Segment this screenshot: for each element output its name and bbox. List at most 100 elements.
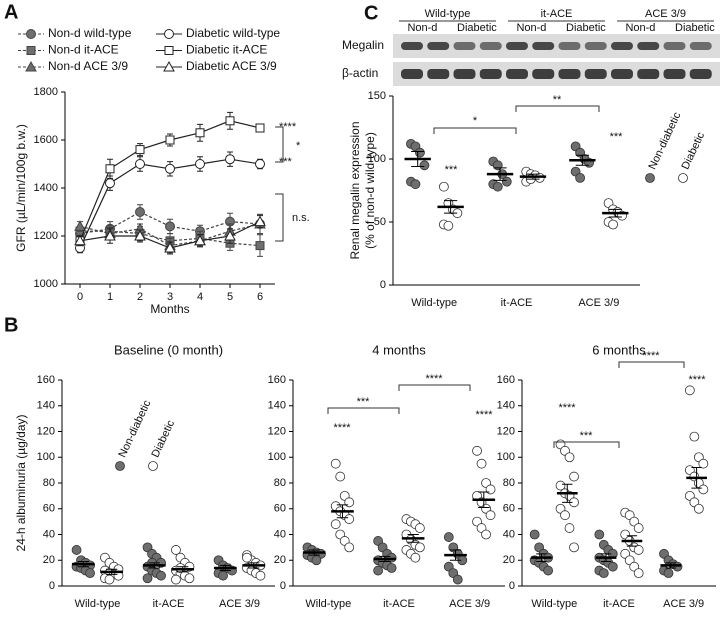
blot-row-label: Megalin [342,38,384,52]
y-axis-label: GFR (µL/min/100g b.w.) [14,124,28,252]
data-point [560,510,570,521]
legend-label: Non-diabetic [116,398,153,459]
blot-band [689,69,712,79]
data-point [663,568,674,579]
bracket [398,384,471,391]
annotation: **** [475,409,493,421]
chart-title: Baseline (0 month) [114,342,223,357]
data-point [543,565,554,576]
error-bar [449,549,462,561]
data-point [608,219,618,230]
data-point [335,471,346,482]
point [135,145,145,155]
y-tick-label: 160 [497,374,515,386]
y-tick-label: 100 [497,451,515,463]
y-tick-label: 40 [274,528,286,540]
error-bar [626,535,638,547]
y-tick-label: 0 [509,580,515,592]
data-point [255,570,266,581]
x-tick-label: ACE 3/9 [663,598,704,610]
error-bar [308,549,320,556]
data-point [698,484,709,495]
data-point [633,545,644,555]
y-tick-label: 1000 [34,278,58,290]
data-point [156,570,166,581]
blot-band [558,69,581,79]
bracket [553,441,620,448]
y-tick-label: 80 [503,477,515,489]
point [255,159,265,169]
data-point [594,529,605,540]
annotation: *** [279,156,293,168]
y-tick-label: 150 [368,90,386,102]
y-tick-label: 0 [380,279,386,291]
blot-group-label: it-ACE [541,8,573,20]
data-point [171,545,181,555]
data-point [598,568,609,579]
error-bar [665,562,676,569]
data-point [452,574,463,585]
data-point [410,179,421,190]
error-bar [219,564,231,572]
bracket [433,127,517,134]
annotation: **** [642,350,660,362]
blot-band [479,42,502,50]
x-axis-label: Months [150,302,189,316]
bracket [327,407,400,414]
error-bar [526,173,540,180]
legend-label: Diabetic [149,418,177,460]
legend-marker [164,29,174,39]
bracket [618,361,685,368]
blot-band [427,69,450,79]
y-tick-label: 1200 [34,230,58,242]
point [225,116,235,126]
blot-band [637,69,660,79]
y-tick-label: 120 [268,425,286,437]
point [254,215,266,227]
point [105,178,115,189]
point [165,163,175,174]
error-bar [379,555,391,563]
bracket [275,193,284,242]
data-point [672,561,683,572]
error-bar [106,568,118,575]
data-point [501,176,512,187]
error-bar [600,553,612,563]
y-tick-label: 40 [503,528,515,540]
blot-group-label: Wild-type [425,8,471,20]
data-point [485,510,496,521]
data-point [330,458,341,469]
annotation: **** [558,402,576,414]
data-point [410,552,421,563]
data-point [344,514,355,524]
point [104,229,116,241]
legend-label: Non-diabetic [646,110,683,171]
y-tick-label: 1400 [34,182,58,194]
x-tick-label: ACE 3/9 [578,297,619,309]
annotation: **** [279,121,297,133]
y-tick-label: 120 [37,425,55,437]
annotation: * [473,115,478,127]
data-point [184,573,195,584]
data-point [564,523,575,533]
bracket [515,105,600,112]
blot-band [427,42,450,50]
x-tick-label: Wild-type [305,598,351,610]
x-tick-label: 1 [107,291,113,303]
annotation: **** [688,374,706,386]
data-point [373,565,384,576]
data-point [569,471,579,482]
error-bar [148,562,160,569]
y-axis-label: (% of non-d wild-type) [363,132,377,249]
legend-marker [645,173,655,183]
data-point [481,529,491,540]
y-tick-label: 50 [374,216,386,228]
data-point [419,160,430,171]
chart-title: 4 months [372,342,426,357]
y-tick-label: 100 [268,451,286,463]
y-tick-label: 100 [37,451,55,463]
data-point [689,431,700,442]
error-bar [536,553,547,563]
y-tick-label: 1800 [34,86,58,98]
blot-band [663,69,686,79]
